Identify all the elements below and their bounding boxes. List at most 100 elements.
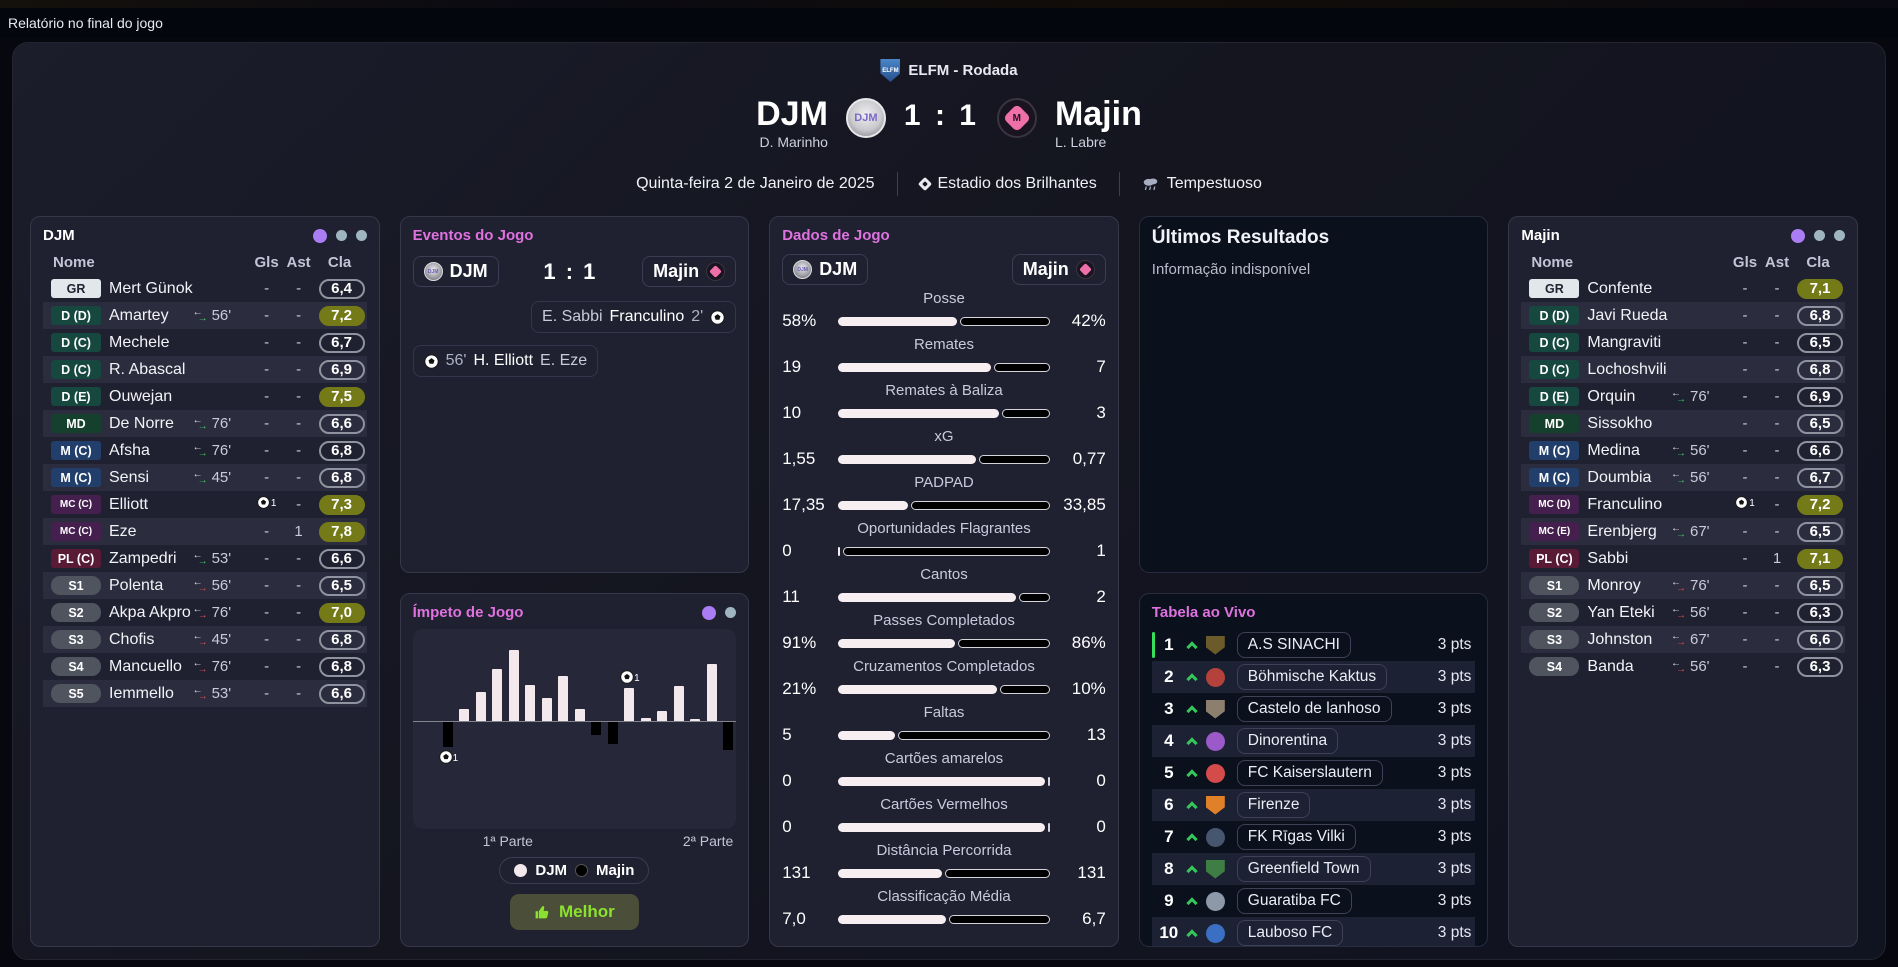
player-row[interactable]: MD De Norre ← → 76' - - 6,6 <box>43 410 367 437</box>
player-row[interactable]: S2 Yan Eteki ← → 56' - - 6,3 <box>1521 599 1845 626</box>
table-row[interactable]: 8 Greenfield Town 3 pts <box>1151 853 1476 885</box>
player-name[interactable]: Iemmello <box>109 684 174 702</box>
player-name[interactable]: Elliott <box>109 495 149 513</box>
player-name[interactable]: Ouwejan <box>109 387 173 405</box>
panel-tab-dot[interactable] <box>1814 230 1825 241</box>
player-row[interactable]: M (C) Medina ← → 56' - - 6,6 <box>1521 437 1845 464</box>
club-name[interactable]: Castelo de lanhoso <box>1236 696 1392 722</box>
player-row[interactable]: S2 Akpa Akpro ← → 76' - - 7,0 <box>43 599 367 626</box>
player-row[interactable]: MC (D) Franculino 1 <box>1521 491 1845 518</box>
club-name[interactable]: Firenze <box>1236 792 1311 818</box>
player-name[interactable]: Doumbia <box>1587 468 1652 486</box>
best-player-button[interactable]: Melhor <box>510 894 639 930</box>
club-name[interactable]: Böhmische Kaktus <box>1236 664 1388 690</box>
club-name[interactable]: Dinorentina <box>1236 728 1339 754</box>
table-row[interactable]: 6 Firenze 3 pts <box>1151 789 1476 821</box>
player-name[interactable]: De Norre <box>109 414 174 432</box>
panel-tab-dot-active[interactable] <box>312 228 327 243</box>
player-name[interactable]: Mangraviti <box>1587 333 1662 351</box>
player-name[interactable]: Afsha <box>109 441 150 459</box>
player-name[interactable]: Sissokho <box>1587 414 1653 432</box>
table-row[interactable]: 3 Castelo de lanhoso 3 pts <box>1152 693 1476 725</box>
player-name[interactable]: Amartey <box>109 306 169 324</box>
table-row[interactable]: 1 A.S SINACHI 3 pts <box>1151 629 1476 661</box>
player-row[interactable]: PL (C) Sabbi - 1 7,1 <box>1521 545 1845 572</box>
stats-away-pill[interactable]: Majin <box>1011 254 1106 285</box>
table-row[interactable]: 7 FK Rīgas Vilki 3 pts <box>1152 821 1476 853</box>
player-name[interactable]: Polenta <box>109 576 164 594</box>
player-name[interactable]: Confente <box>1587 279 1653 297</box>
player-row[interactable]: S1 Polenta ← → 56' - - 6,5 <box>43 572 367 599</box>
player-row[interactable]: PL (C) Zampedri ← → 53' - - 6,6 <box>43 545 367 572</box>
player-row[interactable]: S3 Chofis ← → 45' - - 6,8 <box>43 626 367 653</box>
away-team-block[interactable]: Majin L. Labre <box>1055 96 1142 150</box>
club-name[interactable]: A.S SINACHI <box>1236 632 1351 658</box>
player-row[interactable]: MD Sissokho - - 6,5 <box>1521 410 1845 437</box>
panel-tab-dot-active[interactable] <box>1791 228 1805 243</box>
player-row[interactable]: GR Mert Günok - - 6,4 <box>43 275 367 302</box>
panel-tab-dot[interactable] <box>355 230 367 241</box>
player-row[interactable]: D (C) Lochoshvili - - 6,8 <box>1521 356 1845 383</box>
club-name[interactable]: Greenfield Town <box>1236 856 1371 882</box>
player-row[interactable]: D (D) Amartey ← → 56' - - 7,2 <box>43 302 367 329</box>
panel-tab-dot[interactable] <box>725 607 737 618</box>
club-name[interactable]: Lauboso FC <box>1236 920 1344 946</box>
player-row[interactable]: S3 Johnston ← → 67' - - 6,6 <box>1521 626 1845 653</box>
player-row[interactable]: D (D) Javi Rueda - - 6,8 <box>1521 302 1845 329</box>
table-row[interactable]: 4 Dinorentina 3 pts <box>1151 725 1476 757</box>
player-row[interactable]: S4 Banda ← → 56' - - 6,3 <box>1521 653 1845 680</box>
player-row[interactable]: S5 Iemmello ← → 53' - - 6,6 <box>43 680 367 707</box>
player-row[interactable]: D (E) Ouwejan - - 7,5 <box>43 383 367 410</box>
table-row[interactable]: 10 Lauboso FC 3 pts <box>1151 917 1476 946</box>
home-goal-event[interactable]: 56' H. Elliott E. Eze <box>412 345 599 377</box>
player-name[interactable]: Sabbi <box>1587 549 1629 567</box>
player-name[interactable]: Erenbjerg <box>1587 522 1657 540</box>
away-goal-event[interactable]: E. Sabbi Franculino 2' <box>531 301 737 333</box>
player-name[interactable]: Akpa Akpro <box>109 603 191 621</box>
club-name[interactable]: FC Kaiserslautern <box>1236 760 1383 786</box>
player-row[interactable]: MC (C) Eze - 1 7,8 <box>43 518 367 545</box>
player-row[interactable]: GR Confente - - 7,1 <box>1521 275 1845 302</box>
player-name[interactable]: Orquin <box>1587 387 1636 405</box>
player-name[interactable]: Mancuello <box>109 657 182 675</box>
table-row[interactable]: 9 Guaratiba FC 3 pts <box>1152 885 1476 917</box>
panel-tab-dot[interactable] <box>1834 230 1845 241</box>
home-team-name[interactable]: DJM <box>756 95 828 133</box>
player-name[interactable]: Medina <box>1587 441 1640 459</box>
player-name[interactable]: Yan Eteki <box>1587 603 1655 621</box>
player-name[interactable]: Monroy <box>1587 576 1641 594</box>
player-name[interactable]: R. Abascal <box>109 360 186 378</box>
club-name[interactable]: FK Rīgas Vilki <box>1236 824 1356 850</box>
player-name[interactable]: Mert Günok <box>109 279 193 297</box>
player-name[interactable]: Mechele <box>109 333 170 351</box>
player-row[interactable]: D (E) Orquin ← → 76' - - 6,9 <box>1521 383 1845 410</box>
player-row[interactable]: MC (C) Elliott 1 <box>43 491 367 518</box>
table-row[interactable]: 2 Böhmische Kaktus 3 pts <box>1151 661 1476 693</box>
club-name[interactable]: Guaratiba FC <box>1236 888 1352 914</box>
events-home-pill[interactable]: DJM DJM <box>412 256 499 287</box>
player-name[interactable]: Chofis <box>109 630 155 648</box>
away-team-name[interactable]: Majin <box>1054 95 1142 133</box>
player-name[interactable]: Javi Rueda <box>1587 306 1668 324</box>
player-row[interactable]: S1 Monroy ← → 76' - - 6,5 <box>1521 572 1845 599</box>
panel-tab-dot-active[interactable] <box>702 605 717 620</box>
player-row[interactable]: S4 Mancuello ← → 76' - - 6,8 <box>43 653 367 680</box>
player-row[interactable]: MC (E) Erenbjerg ← → 67' - - 6,5 <box>1521 518 1845 545</box>
player-name[interactable]: Sensi <box>109 468 150 486</box>
player-row[interactable]: M (C) Afsha ← → 76' - - 6,8 <box>43 437 367 464</box>
player-name[interactable]: Eze <box>109 522 137 540</box>
player-row[interactable]: D (C) Mechele - - 6,7 <box>43 329 367 356</box>
player-name[interactable]: Zampedri <box>109 549 177 567</box>
player-name[interactable]: Banda <box>1587 657 1634 675</box>
player-row[interactable]: M (C) Sensi ← → 45' - - 6,8 <box>43 464 367 491</box>
player-name[interactable]: Franculino <box>1587 495 1663 513</box>
table-row[interactable]: 5 FC Kaiserslautern 3 pts <box>1152 757 1476 789</box>
player-name[interactable]: Lochoshvili <box>1587 360 1667 378</box>
player-row[interactable]: D (C) Mangraviti - - 6,5 <box>1521 329 1845 356</box>
player-name[interactable]: Johnston <box>1587 630 1653 648</box>
player-row[interactable]: M (C) Doumbia ← → 56' - - 6,7 <box>1521 464 1845 491</box>
panel-tab-dot[interactable] <box>335 230 347 241</box>
stats-home-pill[interactable]: DJM DJM <box>782 254 869 285</box>
events-away-pill[interactable]: Majin <box>642 256 737 287</box>
home-team-block[interactable]: DJM D. Marinho <box>756 96 828 150</box>
